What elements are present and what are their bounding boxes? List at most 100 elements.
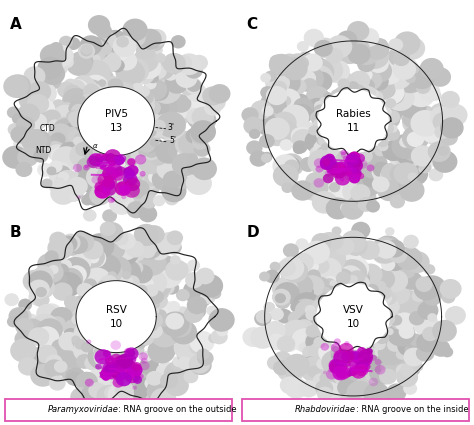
Circle shape — [383, 292, 397, 305]
Circle shape — [116, 36, 129, 48]
Circle shape — [403, 163, 428, 186]
Circle shape — [273, 360, 290, 375]
Circle shape — [173, 356, 185, 367]
Circle shape — [267, 334, 286, 350]
Circle shape — [144, 54, 163, 71]
Circle shape — [68, 111, 84, 125]
Circle shape — [186, 83, 207, 102]
Circle shape — [295, 94, 308, 105]
Circle shape — [28, 81, 51, 102]
Circle shape — [150, 293, 168, 309]
Circle shape — [154, 306, 173, 323]
Circle shape — [438, 146, 449, 156]
Circle shape — [19, 101, 46, 124]
Circle shape — [186, 172, 212, 195]
Circle shape — [297, 315, 319, 334]
Circle shape — [333, 178, 345, 189]
Circle shape — [18, 94, 35, 108]
Circle shape — [314, 40, 333, 57]
Circle shape — [311, 233, 331, 251]
Circle shape — [118, 362, 125, 368]
Circle shape — [127, 367, 134, 374]
Circle shape — [87, 156, 100, 168]
Circle shape — [29, 77, 53, 98]
Circle shape — [177, 341, 206, 367]
Circle shape — [315, 145, 338, 166]
Circle shape — [94, 345, 108, 357]
Circle shape — [327, 164, 338, 174]
Circle shape — [175, 133, 199, 155]
Circle shape — [110, 354, 122, 364]
Circle shape — [352, 380, 379, 405]
Circle shape — [143, 137, 158, 151]
Circle shape — [442, 104, 467, 126]
Circle shape — [139, 91, 154, 105]
Circle shape — [394, 312, 415, 332]
Circle shape — [264, 122, 290, 146]
Circle shape — [83, 209, 97, 221]
Circle shape — [103, 240, 125, 260]
Circle shape — [181, 84, 194, 96]
Circle shape — [31, 347, 46, 360]
Circle shape — [187, 108, 210, 129]
Circle shape — [154, 313, 169, 327]
Circle shape — [167, 301, 180, 313]
Circle shape — [125, 28, 146, 47]
Circle shape — [369, 77, 395, 100]
Circle shape — [356, 397, 372, 411]
Circle shape — [4, 293, 19, 306]
Circle shape — [113, 360, 123, 368]
Circle shape — [274, 102, 287, 114]
Circle shape — [385, 114, 400, 128]
Circle shape — [322, 278, 336, 291]
Circle shape — [7, 107, 20, 119]
Circle shape — [338, 163, 344, 169]
Circle shape — [368, 334, 383, 348]
Circle shape — [380, 167, 397, 183]
Circle shape — [314, 295, 330, 309]
Circle shape — [152, 60, 174, 79]
Circle shape — [292, 129, 315, 150]
Circle shape — [159, 256, 175, 270]
Circle shape — [100, 222, 123, 243]
Circle shape — [357, 173, 364, 179]
Circle shape — [328, 162, 343, 175]
Circle shape — [178, 133, 202, 155]
Circle shape — [73, 133, 90, 147]
Circle shape — [75, 142, 91, 156]
Circle shape — [115, 367, 145, 394]
Circle shape — [360, 166, 372, 177]
Circle shape — [277, 260, 296, 277]
Circle shape — [346, 381, 373, 405]
Circle shape — [427, 313, 437, 322]
Circle shape — [28, 113, 47, 130]
Circle shape — [101, 364, 109, 372]
Circle shape — [142, 96, 169, 120]
Circle shape — [336, 366, 351, 380]
Circle shape — [369, 89, 379, 98]
Circle shape — [336, 153, 346, 162]
Circle shape — [300, 157, 317, 172]
Circle shape — [171, 94, 191, 113]
Circle shape — [154, 309, 167, 321]
Circle shape — [68, 130, 82, 142]
Circle shape — [332, 227, 341, 235]
Circle shape — [300, 357, 321, 375]
FancyBboxPatch shape — [242, 399, 469, 421]
Circle shape — [67, 141, 81, 153]
Circle shape — [363, 357, 370, 364]
Circle shape — [357, 56, 375, 72]
Circle shape — [27, 82, 46, 99]
Circle shape — [365, 348, 375, 357]
Circle shape — [132, 385, 137, 390]
Circle shape — [428, 331, 441, 343]
Circle shape — [125, 155, 136, 164]
Circle shape — [116, 60, 145, 86]
Circle shape — [62, 368, 78, 382]
Circle shape — [389, 151, 404, 165]
Circle shape — [155, 362, 179, 382]
Circle shape — [115, 181, 131, 196]
Circle shape — [141, 143, 161, 160]
Circle shape — [351, 170, 360, 178]
Circle shape — [366, 142, 376, 151]
